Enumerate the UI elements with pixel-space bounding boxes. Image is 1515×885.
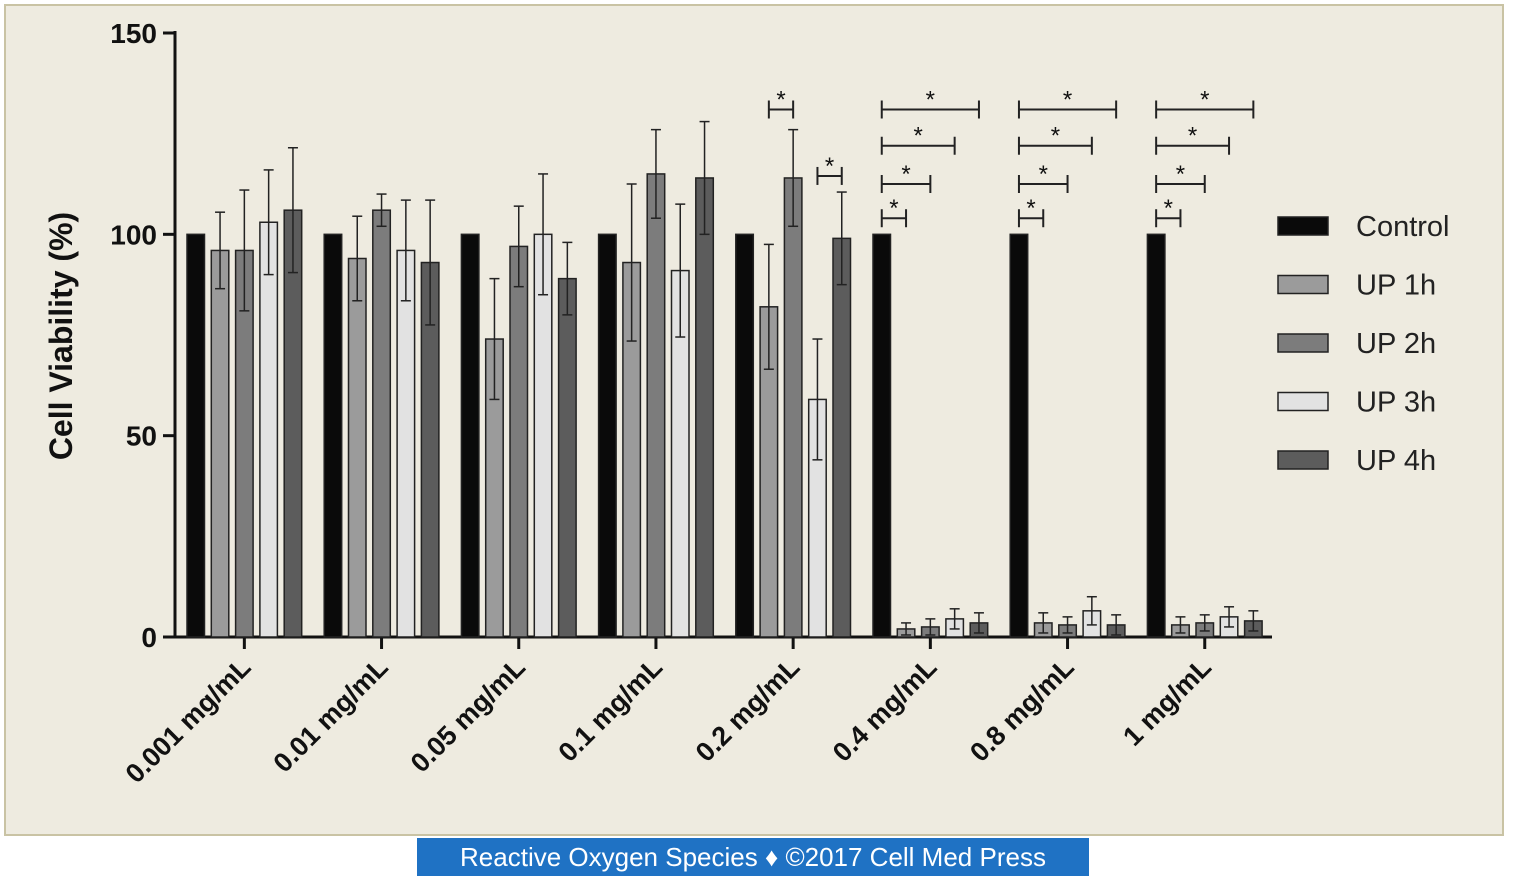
error-bars [215, 120, 1259, 636]
bar [783, 177, 803, 638]
significance-star: * [776, 87, 785, 114]
bar [597, 233, 617, 638]
bar [347, 257, 367, 638]
bar [460, 233, 480, 638]
significance-star: * [1063, 87, 1072, 114]
bar [509, 245, 529, 638]
significance-markers: ************** [767, 87, 1255, 228]
significance-star: * [1200, 87, 1209, 114]
bar [283, 209, 303, 638]
significance-star: * [914, 123, 923, 150]
legend-swatch [1277, 450, 1329, 470]
x-tick-label: 0.1 mg/mL [553, 652, 669, 768]
bar [210, 249, 230, 638]
significance-star: * [1164, 195, 1173, 222]
legend-swatch [1277, 333, 1329, 353]
significance-star: * [901, 161, 910, 188]
legend-swatch [1277, 216, 1329, 236]
significance-star: * [1188, 123, 1197, 150]
legend-label: Control [1356, 211, 1450, 243]
legend: Control UP 1h UP 2h UP 3h UP 4h [1277, 211, 1450, 477]
bar [396, 249, 416, 638]
x-tick-label: 1 mg/mL [1117, 652, 1217, 752]
bar [735, 233, 755, 638]
bar [695, 177, 715, 638]
legend-swatch [1277, 274, 1329, 295]
x-tick-label: 0.2 mg/mL [690, 652, 806, 768]
x-tick-label: 0.01 mg/mL [268, 652, 394, 778]
bar [372, 209, 392, 638]
bar-chart: 0 50 100 150 0.001 mg/mL 0.01 mg/mL 0.05 mg/mL… [43, 18, 1450, 789]
y-tick-label: 150 [110, 18, 157, 49]
significance-star: * [1176, 161, 1185, 188]
x-tick-label: 0.4 mg/mL [827, 652, 943, 768]
bar [259, 221, 279, 638]
legend-label: UP 3h [1356, 387, 1436, 419]
bar [557, 277, 577, 638]
y-tick-label: 50 [126, 421, 157, 452]
x-tick-label: 0.001 mg/mL [120, 652, 257, 789]
bar [872, 233, 892, 638]
significance-star: * [889, 195, 898, 222]
legend-label: UP 2h [1356, 328, 1436, 360]
legend-swatch [1277, 391, 1329, 412]
legend-label: UP 4h [1356, 445, 1436, 477]
y-tick-label: 100 [110, 219, 157, 250]
x-tick-label: 0.05 mg/mL [405, 652, 531, 778]
bar [1146, 233, 1166, 638]
significance-star: * [825, 153, 834, 180]
significance-star: * [1039, 161, 1048, 188]
bar [186, 233, 206, 638]
caption-banner: Reactive Oxygen Species ♦ ©2017 Cell Med… [417, 838, 1089, 876]
bar [323, 233, 343, 638]
x-tick-label: 0.8 mg/mL [964, 652, 1080, 768]
bar [1009, 233, 1029, 638]
significance-star: * [926, 87, 935, 114]
bar [646, 173, 666, 638]
significance-star: * [1026, 195, 1035, 222]
bar [832, 237, 852, 638]
significance-star: * [1051, 123, 1060, 150]
y-axis-label: Cell Viability (%) [43, 212, 79, 460]
bars [186, 173, 1263, 638]
y-tick-label: 0 [141, 622, 157, 653]
legend-label: UP 1h [1356, 270, 1436, 302]
